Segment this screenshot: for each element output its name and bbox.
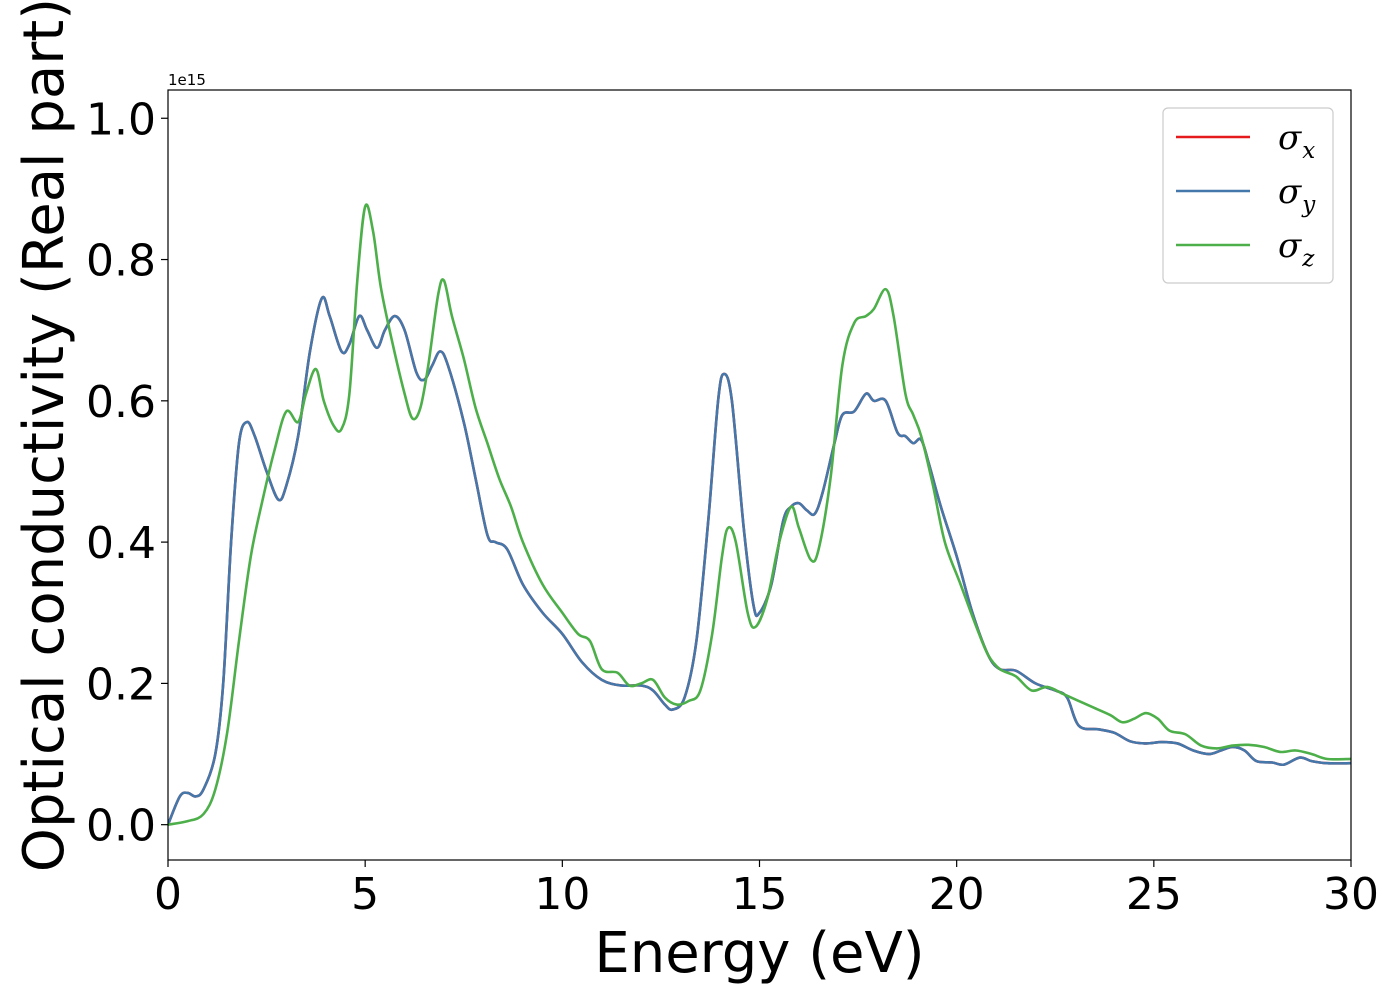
- y-axis-label: Optical conductivity (Real part): [12, 0, 77, 872]
- x-tick-label: 10: [534, 869, 590, 920]
- series-line-z: [168, 203, 1351, 826]
- y-tick-label: 1.0: [86, 94, 156, 145]
- y-tick-label: 0.4: [86, 518, 156, 569]
- legend-box: [1162, 107, 1334, 284]
- y-tick-label: 0.0: [86, 801, 156, 852]
- x-axis: 0 5 10 15 20 25 30: [154, 860, 1379, 920]
- y-tick-label: 0.6: [86, 377, 156, 428]
- y-tick-label: 0.2: [86, 659, 156, 710]
- x-tick-label: 30: [1323, 869, 1379, 920]
- series-line-y: [168, 295, 1351, 826]
- series-layer: [168, 203, 1351, 826]
- x-tick-label: 25: [1126, 869, 1182, 920]
- y-axis: 0.0 0.2 0.4 0.6 0.8 1.0: [86, 94, 168, 852]
- x-tick-label: 5: [351, 869, 379, 920]
- x-tick-label: 20: [929, 869, 985, 920]
- x-axis-label: Energy (eV): [594, 921, 924, 986]
- x-tick-label: 15: [732, 869, 788, 920]
- y-offset-label: 1e15: [168, 71, 206, 89]
- y-tick-label: 0.8: [86, 236, 156, 287]
- x-tick-label: 0: [154, 869, 182, 920]
